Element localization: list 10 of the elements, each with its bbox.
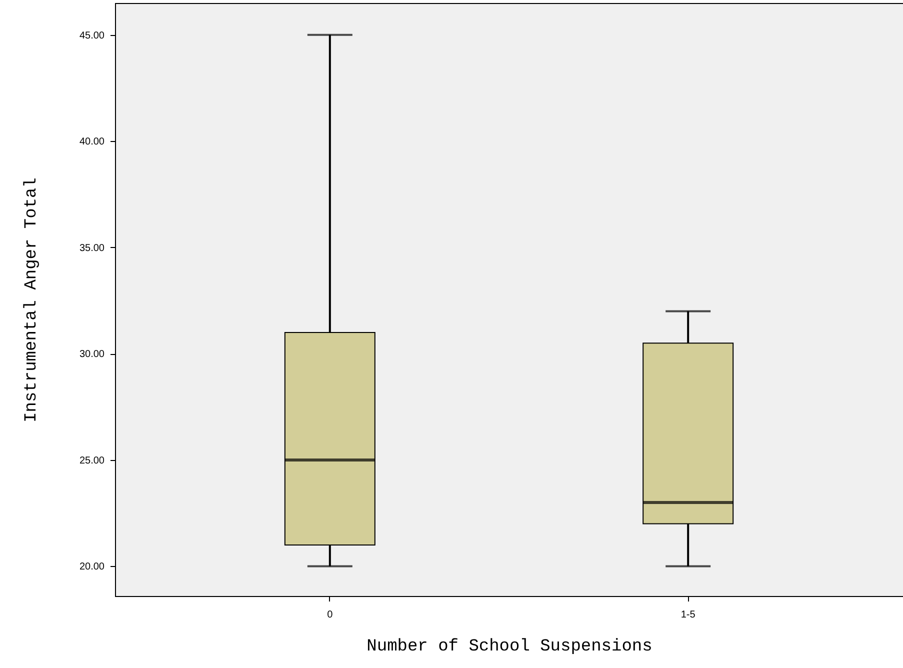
y-tick-label: 30.00 xyxy=(79,349,105,360)
y-tick-label: 20.00 xyxy=(79,562,105,573)
x-tick-label: 0 xyxy=(327,610,334,620)
x-tick-label: 1-5 xyxy=(680,610,696,620)
y-tick-label: 35.00 xyxy=(79,242,105,254)
y-tick-label: 25.00 xyxy=(79,455,105,466)
y-tick-label: 40.00 xyxy=(79,136,105,148)
y-axis-title: Instrumental Anger Total xyxy=(22,178,42,422)
x-axis-title: Number of School Suspensions xyxy=(366,638,652,656)
y-tick-label: 45.00 xyxy=(79,30,105,42)
